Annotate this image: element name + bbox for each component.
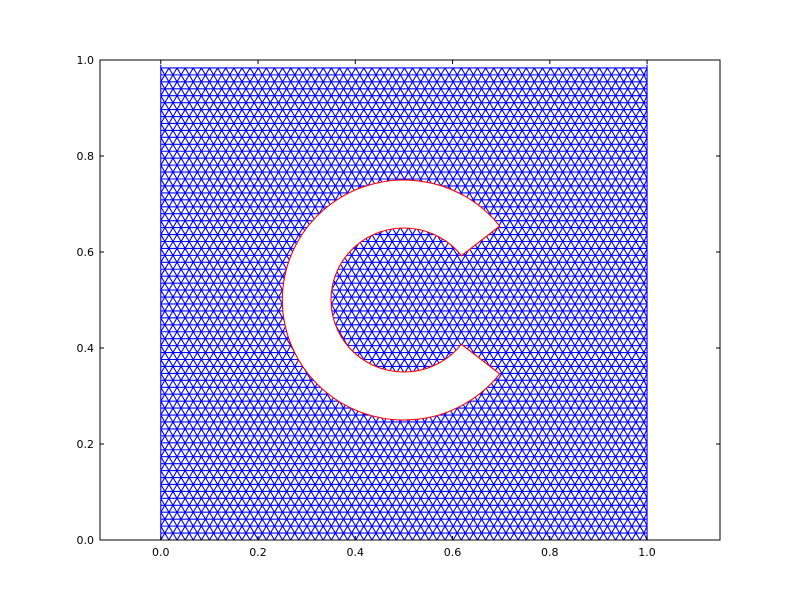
y-axis: 0.0 0.2 0.4 0.6 0.8 1.0 [77, 54, 720, 547]
x-tick-label: 0.6 [444, 546, 462, 559]
axes-frame [99, 59, 721, 541]
mesh-edges [160, 64, 648, 540]
x-tick-label: 0.2 [249, 546, 267, 559]
y-tick-label: 0.0 [77, 534, 95, 547]
y-tick-label: 0.8 [77, 150, 95, 163]
y-tick-label: 0.4 [77, 342, 95, 355]
y-tick-label: 1.0 [77, 54, 95, 67]
y-tick-label: 0.6 [77, 246, 95, 259]
x-axis: 0.0 0.2 0.4 0.6 0.8 1.0 [152, 60, 656, 559]
y-tick-label: 0.2 [77, 438, 95, 451]
x-tick-label: 0.0 [152, 546, 170, 559]
x-tick-label: 1.0 [638, 546, 656, 559]
x-tick-label: 0.4 [347, 546, 365, 559]
c-hole-boundary [281, 179, 501, 421]
x-tick-label: 0.8 [541, 546, 559, 559]
triangle-mesh [160, 64, 648, 540]
